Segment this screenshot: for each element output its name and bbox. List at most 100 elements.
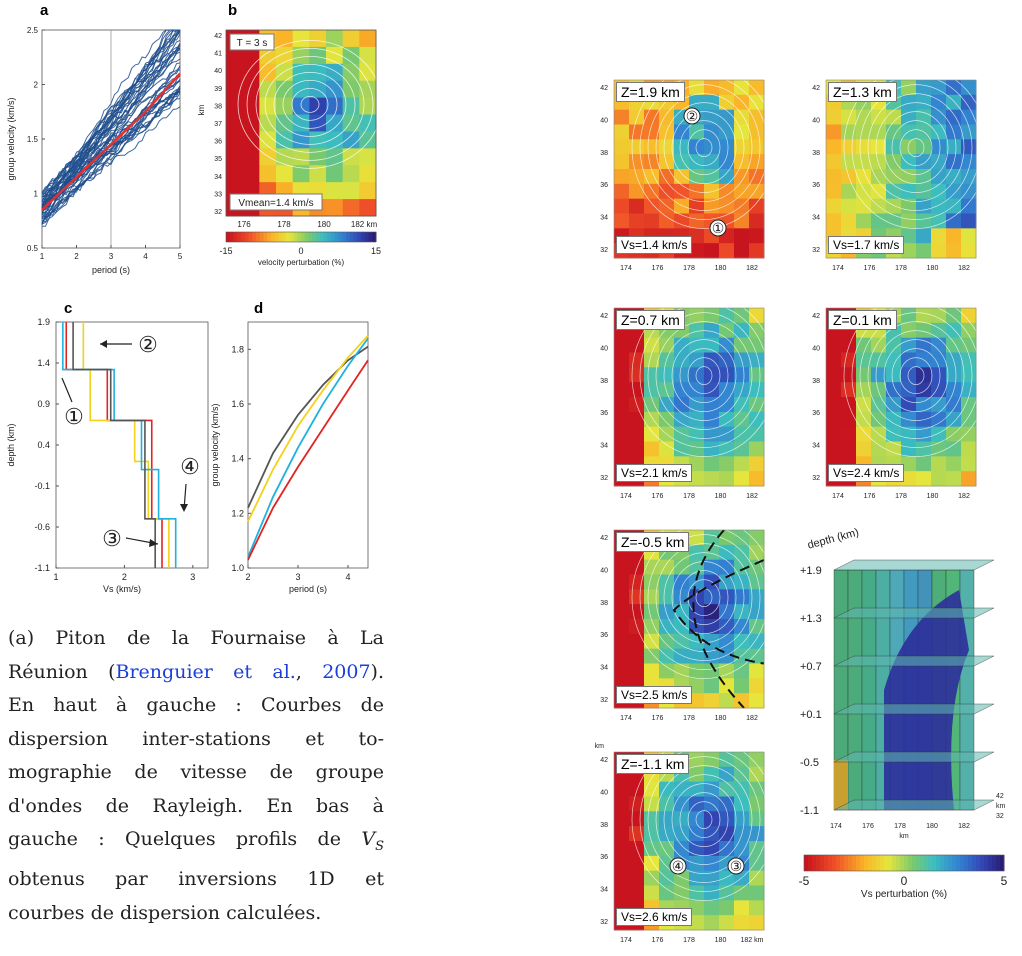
colorbar-cell — [996, 855, 1001, 871]
velocity-cell — [614, 634, 630, 649]
x-tick-label: 178 — [277, 220, 291, 229]
velocity-cell — [749, 589, 765, 604]
x-tick-label: 1 — [53, 572, 58, 582]
x-axis-label: Vs (km/s) — [103, 584, 141, 594]
x-tick-label: 176 — [864, 265, 876, 272]
colorbar-cell — [816, 855, 821, 871]
x-tick-label: 3 — [190, 572, 195, 582]
colorbar-cell — [984, 855, 989, 871]
velocity-cell — [719, 125, 735, 140]
colorbar-cell — [245, 232, 249, 242]
velocity-cell — [659, 634, 675, 649]
velocity-cell — [614, 649, 630, 664]
x-axis-label: period (s) — [92, 265, 130, 275]
x-tick-label: 178 — [683, 265, 695, 272]
velocity-cell — [734, 214, 750, 229]
panel-d-chart: 1.01.21.41.61.82 3 4period (s)group veloci… — [206, 312, 376, 602]
velocity-cell — [659, 125, 675, 140]
tomography-cell — [276, 148, 293, 165]
velocity-cell — [916, 169, 932, 184]
velocity-cell — [614, 199, 630, 214]
tomography-cell — [343, 165, 360, 182]
citation-year-link[interactable]: 2007 — [322, 661, 370, 683]
x-tick-label: 178 — [894, 823, 906, 830]
tomography-cell — [326, 98, 343, 115]
colorbar-cell — [369, 232, 373, 242]
colorbar-cell — [320, 232, 324, 242]
tomography-cell — [359, 165, 376, 182]
tomography-cell — [226, 165, 243, 182]
velocity-cell — [871, 125, 887, 140]
panel-b-map: T = 3 sVmean=1.4 km/s4241403938373635343… — [196, 18, 382, 280]
colorbar-cell — [361, 232, 365, 242]
velocity-cell — [841, 139, 857, 154]
velocity-cell — [629, 139, 645, 154]
velocity-cell — [961, 139, 977, 154]
velocity-cell — [916, 397, 932, 412]
tomography-cell — [243, 165, 260, 182]
tomography-cell — [243, 98, 260, 115]
velocity-cell — [704, 900, 720, 915]
colorbar-cell — [972, 855, 977, 871]
citation-author-link[interactable]: Brenguier et al. — [116, 661, 296, 683]
tomography-cell — [359, 98, 376, 115]
velocity-cell — [704, 886, 720, 901]
velocity-cell — [719, 619, 735, 634]
velocity-cell — [719, 243, 735, 258]
vs-symbol: VS — [361, 828, 384, 850]
velocity-cell — [916, 412, 932, 427]
tomography-cell — [343, 199, 360, 216]
block-column — [834, 760, 848, 810]
velocity-cell — [916, 214, 932, 229]
caption-line-3: En haut à gauche : Courbes de — [8, 689, 384, 723]
velocity-cell — [734, 530, 750, 545]
y-axis-label: group velocity (km/s) — [6, 97, 16, 180]
colorbar-tick-label: -15 — [219, 246, 232, 256]
x-tick-label: 174 — [620, 493, 632, 500]
x-tick-label: 180 — [317, 220, 331, 229]
side-tick-label: km — [996, 803, 1006, 810]
velocity-cell — [856, 110, 872, 125]
y-tick-label: 32 — [214, 209, 222, 216]
x-tick-label: 182 — [746, 715, 758, 722]
velocity-cell — [704, 184, 720, 199]
x-tick-label: 182 km — [351, 220, 378, 229]
y-tick-label: 35 — [214, 156, 222, 163]
velocity-cell — [826, 353, 842, 368]
colorbar-cell — [226, 232, 230, 242]
velocity-cell — [659, 575, 675, 590]
x-tick-label: 180 — [927, 493, 939, 500]
depth-slice-maps: 424038363432174 176 178 180 182②①42403836343… — [584, 40, 1014, 956]
velocity-cell — [644, 664, 660, 679]
velocity-cell — [841, 353, 857, 368]
velocity-cell — [614, 664, 630, 679]
y-tick-label: 42 — [600, 313, 608, 320]
velocity-cell — [886, 427, 902, 442]
panel-b-label: b — [228, 2, 237, 19]
velocity-cell — [629, 412, 645, 427]
velocity-cell — [629, 664, 645, 679]
velocity-cell — [916, 456, 932, 471]
y-tick-label: 0.9 — [37, 399, 50, 409]
velocity-cell — [961, 95, 977, 110]
velocity-cell — [614, 856, 630, 871]
tomography-cell — [259, 64, 276, 81]
velocity-cell — [704, 530, 720, 545]
colorbar-cell — [286, 232, 290, 242]
velocity-cell — [886, 169, 902, 184]
velocity-cell — [629, 634, 645, 649]
velocity-cell — [916, 228, 932, 243]
y-axis-label: group velocity (km/s) — [210, 403, 220, 486]
tomography-cell — [326, 199, 343, 216]
velocity-cell — [644, 589, 660, 604]
depth-axis-label: depth (km) — [806, 527, 860, 552]
velocity-cell — [901, 412, 917, 427]
velocity-cell — [961, 214, 977, 229]
y-tick-label: 38 — [600, 822, 608, 829]
velocity-cell — [614, 560, 630, 575]
velocity-cell — [659, 214, 675, 229]
velocity-cell — [629, 125, 645, 140]
velocity-cell — [614, 412, 630, 427]
velocity-cell — [659, 353, 675, 368]
x-tick-label: 174 — [620, 265, 632, 272]
